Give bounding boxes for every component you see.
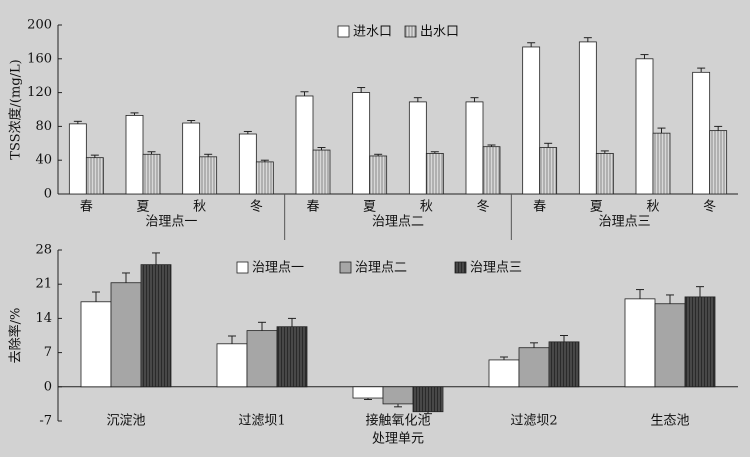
bar — [539, 147, 558, 195]
y-tick-label: 200 — [27, 18, 52, 33]
bar — [382, 386, 414, 405]
legend-label: 治理点三 — [470, 261, 522, 276]
bar — [548, 341, 580, 388]
bar — [425, 153, 444, 195]
bar — [412, 386, 444, 413]
legend-label: 治理点二 — [355, 261, 407, 276]
bar — [465, 101, 484, 195]
y-tick-label: -7 — [39, 414, 52, 429]
y-tick-label: 7 — [44, 345, 52, 360]
bar — [140, 264, 172, 388]
bar — [125, 115, 144, 195]
x-tick-label: 春 — [306, 200, 319, 215]
bar — [295, 95, 314, 195]
y-tick-label: 0 — [44, 379, 52, 394]
y-tick-label: 80 — [35, 119, 52, 134]
x-tick-label: 秋 — [420, 200, 433, 215]
legend-swatch — [337, 25, 350, 38]
bar — [518, 347, 550, 388]
group-label: 治理点一 — [145, 215, 197, 230]
x-tick-label: 夏 — [136, 200, 149, 215]
bar — [635, 58, 654, 195]
x-tick-label: 冬 — [476, 199, 489, 215]
y-tick-label: 0 — [44, 187, 52, 202]
bar — [482, 146, 501, 195]
bar — [578, 41, 597, 195]
bar — [142, 153, 161, 195]
group-label: 治理点三 — [599, 215, 651, 230]
y-tick-label: 160 — [27, 51, 52, 66]
bar — [522, 46, 541, 195]
y-tick-label: 21 — [35, 277, 52, 292]
bar — [276, 326, 308, 388]
bar — [246, 330, 278, 388]
bar — [369, 155, 388, 195]
x-tick-label: 过滤坝1 — [238, 414, 285, 429]
bar — [352, 92, 371, 195]
bar — [352, 386, 384, 399]
y-tick-label: 40 — [35, 153, 52, 168]
bar — [652, 132, 671, 195]
legend-swatch — [404, 25, 417, 38]
x-tick-label: 生态池 — [650, 414, 689, 429]
legend-label: 出水口 — [420, 25, 459, 40]
x-tick-label: 冬 — [250, 199, 263, 215]
bar — [238, 133, 257, 195]
bar — [80, 301, 112, 388]
y-tick-label: 120 — [27, 85, 52, 100]
bar — [408, 101, 427, 195]
bar — [684, 296, 716, 388]
x-tick-label: 接触氧化池 — [365, 413, 430, 429]
x-tick-label: 冬 — [703, 199, 716, 215]
bar — [182, 122, 201, 195]
y-axis-label: TSS浓度/(mg/L) — [8, 59, 24, 159]
bar — [199, 156, 218, 195]
bar — [216, 343, 248, 388]
group-label: 治理点二 — [372, 215, 424, 230]
x-tick-label: 夏 — [363, 200, 376, 215]
y-tick-label: 28 — [35, 243, 52, 258]
legend-label: 治理点一 — [252, 261, 304, 276]
bar — [255, 161, 274, 195]
y-axis-label: 去除率/% — [8, 308, 24, 364]
bar — [595, 153, 614, 195]
x-tick-label: 过滤坝2 — [510, 414, 557, 429]
legend-swatch — [339, 261, 352, 274]
bar — [312, 149, 331, 195]
legend-swatch — [236, 261, 249, 274]
bar — [85, 157, 104, 195]
x-tick-label: 春 — [80, 200, 93, 215]
legend-label: 进水口 — [353, 25, 392, 40]
bar — [709, 130, 728, 195]
bar — [692, 71, 711, 195]
legend-swatch — [454, 261, 467, 274]
x-axis-label: 处理单元 — [372, 432, 424, 447]
x-tick-label: 沉淀池 — [106, 414, 145, 429]
x-tick-label: 夏 — [590, 200, 603, 215]
bar — [624, 298, 656, 388]
x-tick-label: 春 — [533, 200, 546, 215]
bar — [654, 303, 686, 388]
y-tick-label: 14 — [35, 311, 52, 326]
bar — [68, 123, 87, 195]
x-tick-label: 秋 — [646, 200, 659, 215]
bar — [110, 282, 142, 388]
x-tick-label: 秋 — [193, 200, 206, 215]
bar — [488, 359, 520, 388]
